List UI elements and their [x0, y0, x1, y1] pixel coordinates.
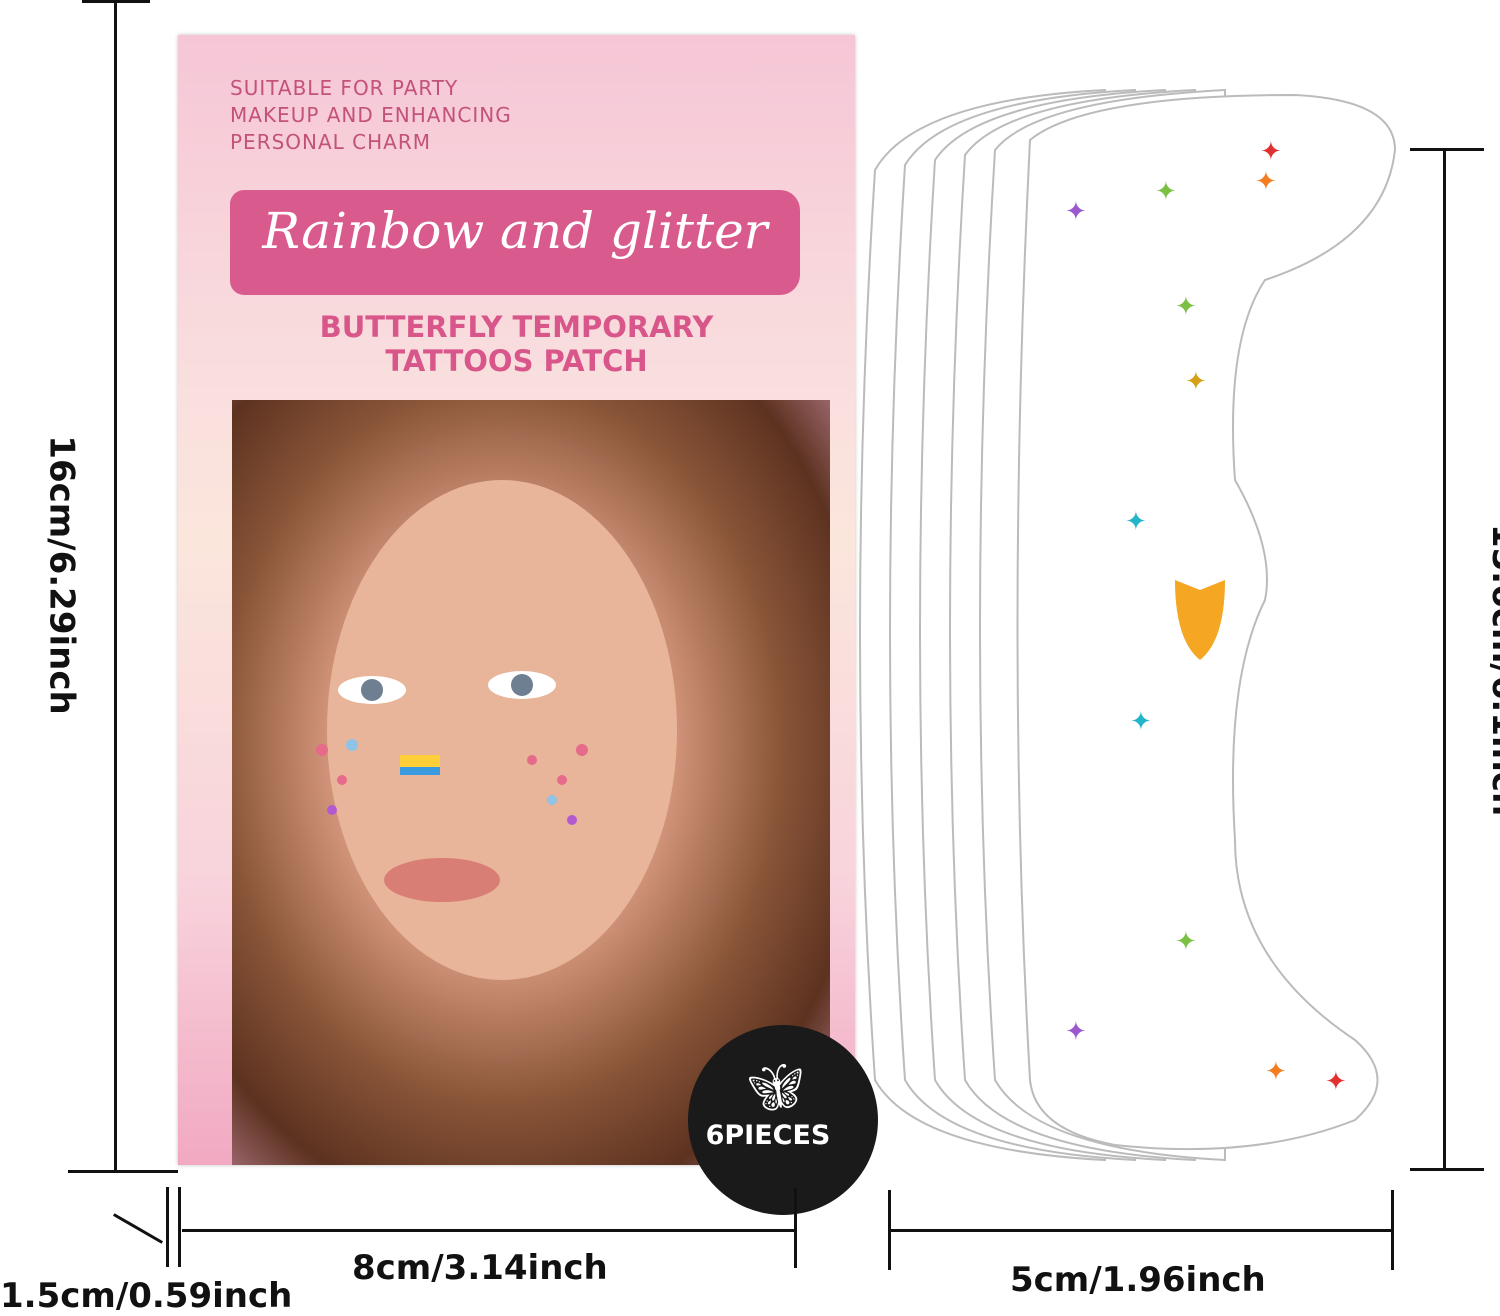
- tick: [166, 1187, 169, 1267]
- tick: [794, 1188, 797, 1268]
- tagline-line: SUITABLE FOR PARTY: [230, 76, 459, 100]
- box-height-label: 16cm/6.29inch: [41, 435, 82, 715]
- subtitle-line: BUTTERFLY TEMPORARY: [319, 310, 714, 344]
- box-height-line: [114, 0, 117, 1172]
- title-banner: Rainbow and glitter: [230, 190, 800, 295]
- patch-width-line: [888, 1229, 1393, 1232]
- svg-text:✦: ✦: [1265, 1057, 1287, 1087]
- svg-text:✦: ✦: [1130, 707, 1152, 737]
- tick: [82, 0, 150, 3]
- svg-text:✦: ✦: [1175, 927, 1197, 957]
- patch-width-label: 5cm/1.96inch: [1010, 1260, 1266, 1300]
- tagline-line: MAKEUP AND ENHANCING: [230, 103, 512, 127]
- tagline-line: PERSONAL CHARM: [230, 130, 432, 154]
- tagline: SUITABLE FOR PARTY MAKEUP AND ENHANCING …: [230, 75, 512, 156]
- product-subtitle: BUTTERFLY TEMPORARY TATTOOS PATCH: [178, 310, 855, 378]
- tick: [178, 1187, 181, 1267]
- svg-text:✦: ✦: [1255, 167, 1277, 197]
- badge-text: 6PIECES: [705, 1120, 831, 1151]
- svg-text:✦: ✦: [1065, 197, 1087, 227]
- pieces-badge: 🦋︎ 6PIECES: [688, 1025, 878, 1215]
- svg-text:✦: ✦: [1155, 177, 1177, 207]
- butterfly-icon: 🦋︎: [746, 1060, 805, 1114]
- butterfly-icon: [1175, 580, 1225, 660]
- subtitle-line: TATTOOS PATCH: [385, 344, 648, 378]
- product-box: SUITABLE FOR PARTY MAKEUP AND ENHANCING …: [178, 35, 878, 1215]
- model-photo: [232, 400, 830, 1165]
- svg-text:✦: ✦: [1185, 367, 1207, 397]
- tick: [1410, 1168, 1484, 1171]
- svg-text:✦: ✦: [1125, 507, 1147, 537]
- depth-line: [113, 1213, 163, 1244]
- patch-height-label: 15.6cm/6.1inch: [1484, 523, 1500, 817]
- tattoo-patches: ✦✦✦✦✦✦✦✦✦✦✦✦: [859, 88, 1397, 1162]
- tick: [1410, 148, 1484, 151]
- patch-height-line: [1443, 148, 1446, 1170]
- tick: [68, 1170, 178, 1173]
- box-depth-label: 1.5cm/0.59inch: [0, 1276, 293, 1316]
- svg-text:✦: ✦: [1260, 137, 1282, 167]
- script-title: Rainbow and glitter: [262, 202, 768, 260]
- box-width-label: 8cm/3.14inch: [352, 1248, 608, 1288]
- svg-text:✦: ✦: [1175, 292, 1197, 322]
- svg-text:✦: ✦: [1325, 1067, 1347, 1097]
- face-illustration: [316, 480, 677, 980]
- svg-text:✦: ✦: [1065, 1017, 1087, 1047]
- box-width-line: [182, 1229, 796, 1232]
